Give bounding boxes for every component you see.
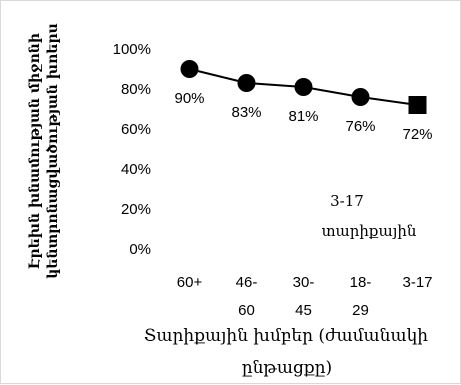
y-tick-label: 80% — [121, 81, 151, 98]
data-labels: 90% 83% 81% 76% 72% — [174, 90, 432, 143]
y-axis-title-line-2: կենտրոնացվածության խոերս — [44, 23, 61, 279]
data-point-marker — [180, 60, 199, 78]
data-point-marker — [408, 96, 427, 114]
x-tick-label: 45 — [295, 302, 312, 319]
y-axis-title-line-1: Էրեխն խնամության միջոնի — [27, 33, 43, 269]
data-point-marker — [237, 74, 256, 92]
x-axis-title-line-1: Տարիքային խմբեր (ժամանակի — [144, 326, 428, 346]
x-tick-label: 60+ — [177, 274, 203, 291]
data-point-marker — [294, 78, 313, 96]
x-axis-title: Տարիքային խմբեր (ժամանակի ընթացքը) — [144, 326, 428, 378]
x-tick-label: 60 — [238, 302, 255, 319]
x-tick-label: 46- — [236, 274, 258, 291]
x-axis-title-line-2: ընթացքը) — [242, 358, 332, 378]
data-label: 81% — [288, 108, 318, 125]
y-axis-title: Էրեխն խնամության միջոնի կենտրոնացվածությ… — [27, 23, 61, 279]
annotation: 3-17 տարիքային — [322, 192, 417, 240]
y-tick-label: 0% — [129, 241, 151, 258]
annotation-line-2: տարիքային — [322, 222, 417, 240]
x-axis-ticks: 60+ 46- 60 30- 45 18- 29 3-17 — [177, 274, 433, 319]
annotation-line-1: 3-17 — [330, 192, 364, 210]
y-axis-ticks: 0% 20% 40% 60% 80% 100% — [113, 41, 151, 258]
x-tick-label: 3-17 — [402, 274, 432, 291]
y-tick-label: 40% — [121, 161, 151, 178]
x-tick-label: 30- — [293, 274, 315, 291]
y-tick-label: 100% — [113, 41, 151, 58]
data-label: 72% — [402, 126, 432, 143]
y-tick-label: 60% — [121, 121, 151, 138]
data-point-marker — [351, 88, 370, 106]
data-label: 76% — [345, 118, 375, 135]
series-markers — [180, 60, 427, 114]
data-label: 83% — [231, 104, 261, 121]
data-label: 90% — [174, 90, 204, 107]
y-tick-label: 20% — [121, 201, 151, 218]
x-tick-label: 18- — [350, 274, 372, 291]
x-tick-label: 29 — [352, 302, 369, 319]
